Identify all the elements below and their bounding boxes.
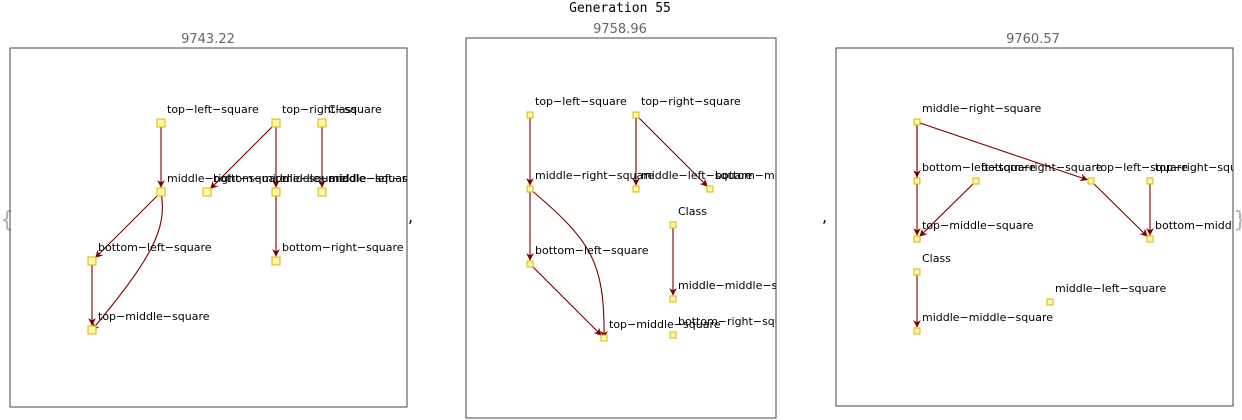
node-marker [526, 185, 534, 193]
network-panel-1: 9743.22 top−left−square top−right−squareCl… [9, 32, 440, 408]
node-marker [669, 221, 677, 229]
node-label: bottom−left−square [922, 161, 1036, 174]
edge-b-e [209, 122, 277, 190]
generation-heading: Generation 55 [569, 1, 671, 16]
node-marker [1087, 177, 1095, 185]
node-marker [1146, 177, 1154, 185]
node-marker [271, 187, 281, 197]
node-label: bottom−middle−square [715, 169, 848, 182]
panel-score: 9743.22 [181, 32, 235, 47]
panel-frame [835, 47, 1234, 407]
node-marker [706, 185, 714, 193]
node-marker [913, 118, 921, 126]
edge-d-h [94, 191, 162, 259]
node-label: top−right−square [641, 95, 741, 108]
network-panel-3: 9760.57 middle−right−square bottom−left−sq… [835, 32, 1242, 407]
edge-b-e [635, 114, 708, 187]
node-marker [632, 111, 640, 119]
node-marker [1046, 298, 1054, 306]
node-marker [526, 111, 534, 119]
node-label: middle−right−square [167, 172, 287, 185]
node-label: bottom−middle−square [213, 172, 346, 185]
node-marker [156, 187, 166, 197]
node-marker [669, 295, 677, 303]
node-marker [271, 118, 281, 128]
edge-c-f [919, 180, 977, 237]
panel-score: 9760.57 [1006, 32, 1060, 47]
panel-score: 9758.96 [593, 22, 647, 37]
node-marker [913, 268, 921, 276]
node-label: Class [328, 103, 357, 116]
node-marker [600, 334, 608, 342]
node-label: top−left−square [1096, 161, 1188, 174]
panel-separator-2: , [822, 207, 827, 226]
node-label: bottom−middle−square [1155, 219, 1242, 232]
node-label: middle−right−square [535, 169, 655, 182]
open-brace: { [0, 208, 14, 233]
node-marker [317, 118, 327, 128]
node-marker [972, 177, 980, 185]
node-label: middle−left−square [1055, 282, 1167, 295]
node-label: top−left−square [535, 95, 627, 108]
node-marker [317, 187, 327, 197]
node-marker [669, 331, 677, 339]
node-marker [202, 187, 212, 197]
edge-c-i [529, 188, 608, 339]
close-brace: } [1233, 208, 1242, 233]
node-label: top−right−square [282, 103, 382, 116]
node-marker [1146, 235, 1154, 243]
node-label: middle−left−square [328, 172, 440, 185]
node-marker [87, 256, 97, 266]
panel-frame [9, 47, 408, 408]
node-label: top−right−square [1155, 161, 1242, 174]
network-panel-2: 9758.96 top−left−square top−right−square mi… [465, 22, 848, 419]
node-marker [156, 118, 166, 128]
node-label: bottom−left−square [535, 244, 649, 257]
node-label: middle−right−square [922, 102, 1042, 115]
panel-frame [465, 37, 777, 419]
node-label: Class [922, 252, 951, 265]
edge-d-j [91, 191, 163, 331]
edge-a-d [916, 121, 1088, 182]
edge-d-g [1090, 180, 1148, 237]
node-marker [87, 325, 97, 335]
node-label: middle−middle−square [922, 311, 1053, 324]
node-label: bottom−left−square [98, 241, 212, 254]
node-label: top−middle−square [922, 219, 1034, 232]
node-marker [913, 177, 921, 185]
node-label: middle−left−square [641, 169, 753, 182]
node-label: middle−middle−square [282, 172, 413, 185]
panel-separator-1: , [408, 207, 413, 226]
node-marker [271, 256, 281, 266]
node-marker [913, 327, 921, 335]
node-label: bottom−right−square [981, 161, 1103, 174]
node-label: Class [678, 205, 707, 218]
node-marker [913, 235, 921, 243]
node-label: bottom−right−square [282, 241, 404, 254]
node-label: bottom−right−square [678, 315, 800, 328]
node-label: top−left−square [167, 103, 259, 116]
node-label: top−middle−square [98, 310, 210, 323]
node-marker [632, 185, 640, 193]
node-label: top−middle−square [609, 318, 721, 331]
edge-g-i [529, 263, 602, 336]
node-marker [526, 260, 534, 268]
node-label: middle−middle−square [678, 279, 809, 292]
